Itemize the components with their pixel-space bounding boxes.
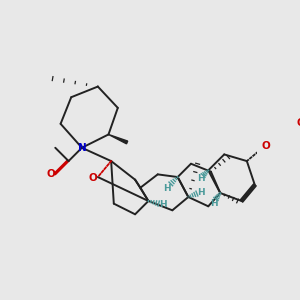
Text: N: N <box>77 143 86 153</box>
Text: H: H <box>210 199 218 208</box>
Text: H: H <box>164 184 171 193</box>
Text: H: H <box>159 200 167 209</box>
Text: O: O <box>88 173 97 183</box>
Text: O: O <box>262 141 271 151</box>
Polygon shape <box>109 134 128 144</box>
Text: O: O <box>296 118 300 128</box>
Text: H: H <box>197 175 204 184</box>
Text: O: O <box>46 169 56 179</box>
Text: H: H <box>197 188 205 197</box>
